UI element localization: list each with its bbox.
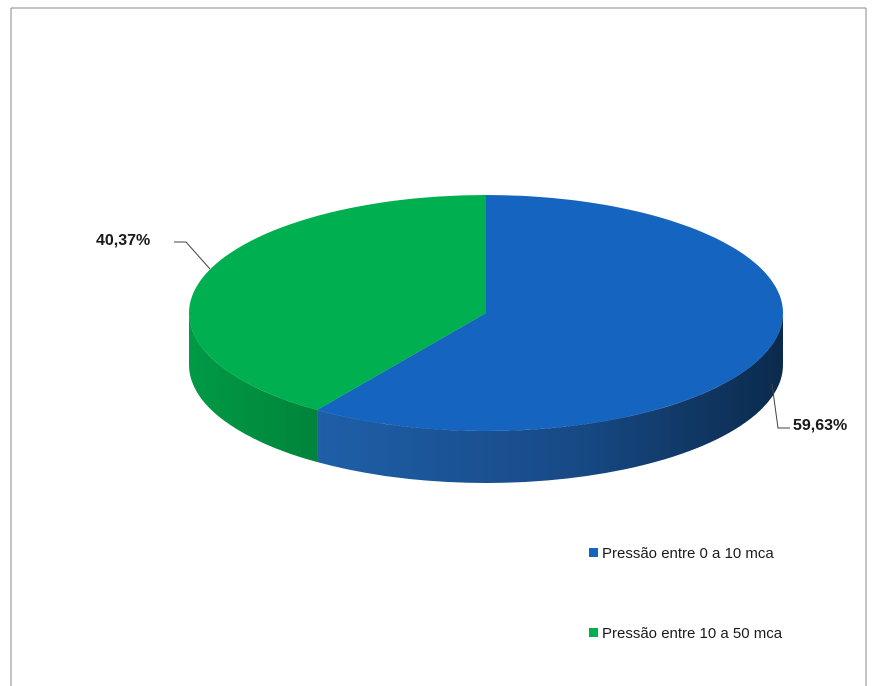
pie-side-blue xyxy=(317,313,783,483)
legend-swatch-pressao-10-50 xyxy=(589,628,598,637)
pie-side-green xyxy=(189,313,318,463)
legend-label-pressao-0-10: Pressão entre 0 a 10 mca xyxy=(602,545,774,562)
leader-line-0 xyxy=(771,383,790,429)
pie-slice-pressao-10-50 xyxy=(188,195,486,411)
data-label-pressao-0-10: 59,63% xyxy=(793,417,847,434)
legend-label-pressao-10-50: Pressão entre 10 a 50 mca xyxy=(602,625,783,642)
legend: Pressão entre 0 a 10 mca Pressão entre 1… xyxy=(589,545,783,642)
pie-slice-pressao-0-10 xyxy=(317,195,783,431)
legend-swatch-pressao-0-10 xyxy=(589,548,598,557)
data-label-pressao-10-50: 40,37% xyxy=(96,232,150,249)
leader-line-1 xyxy=(174,241,211,270)
